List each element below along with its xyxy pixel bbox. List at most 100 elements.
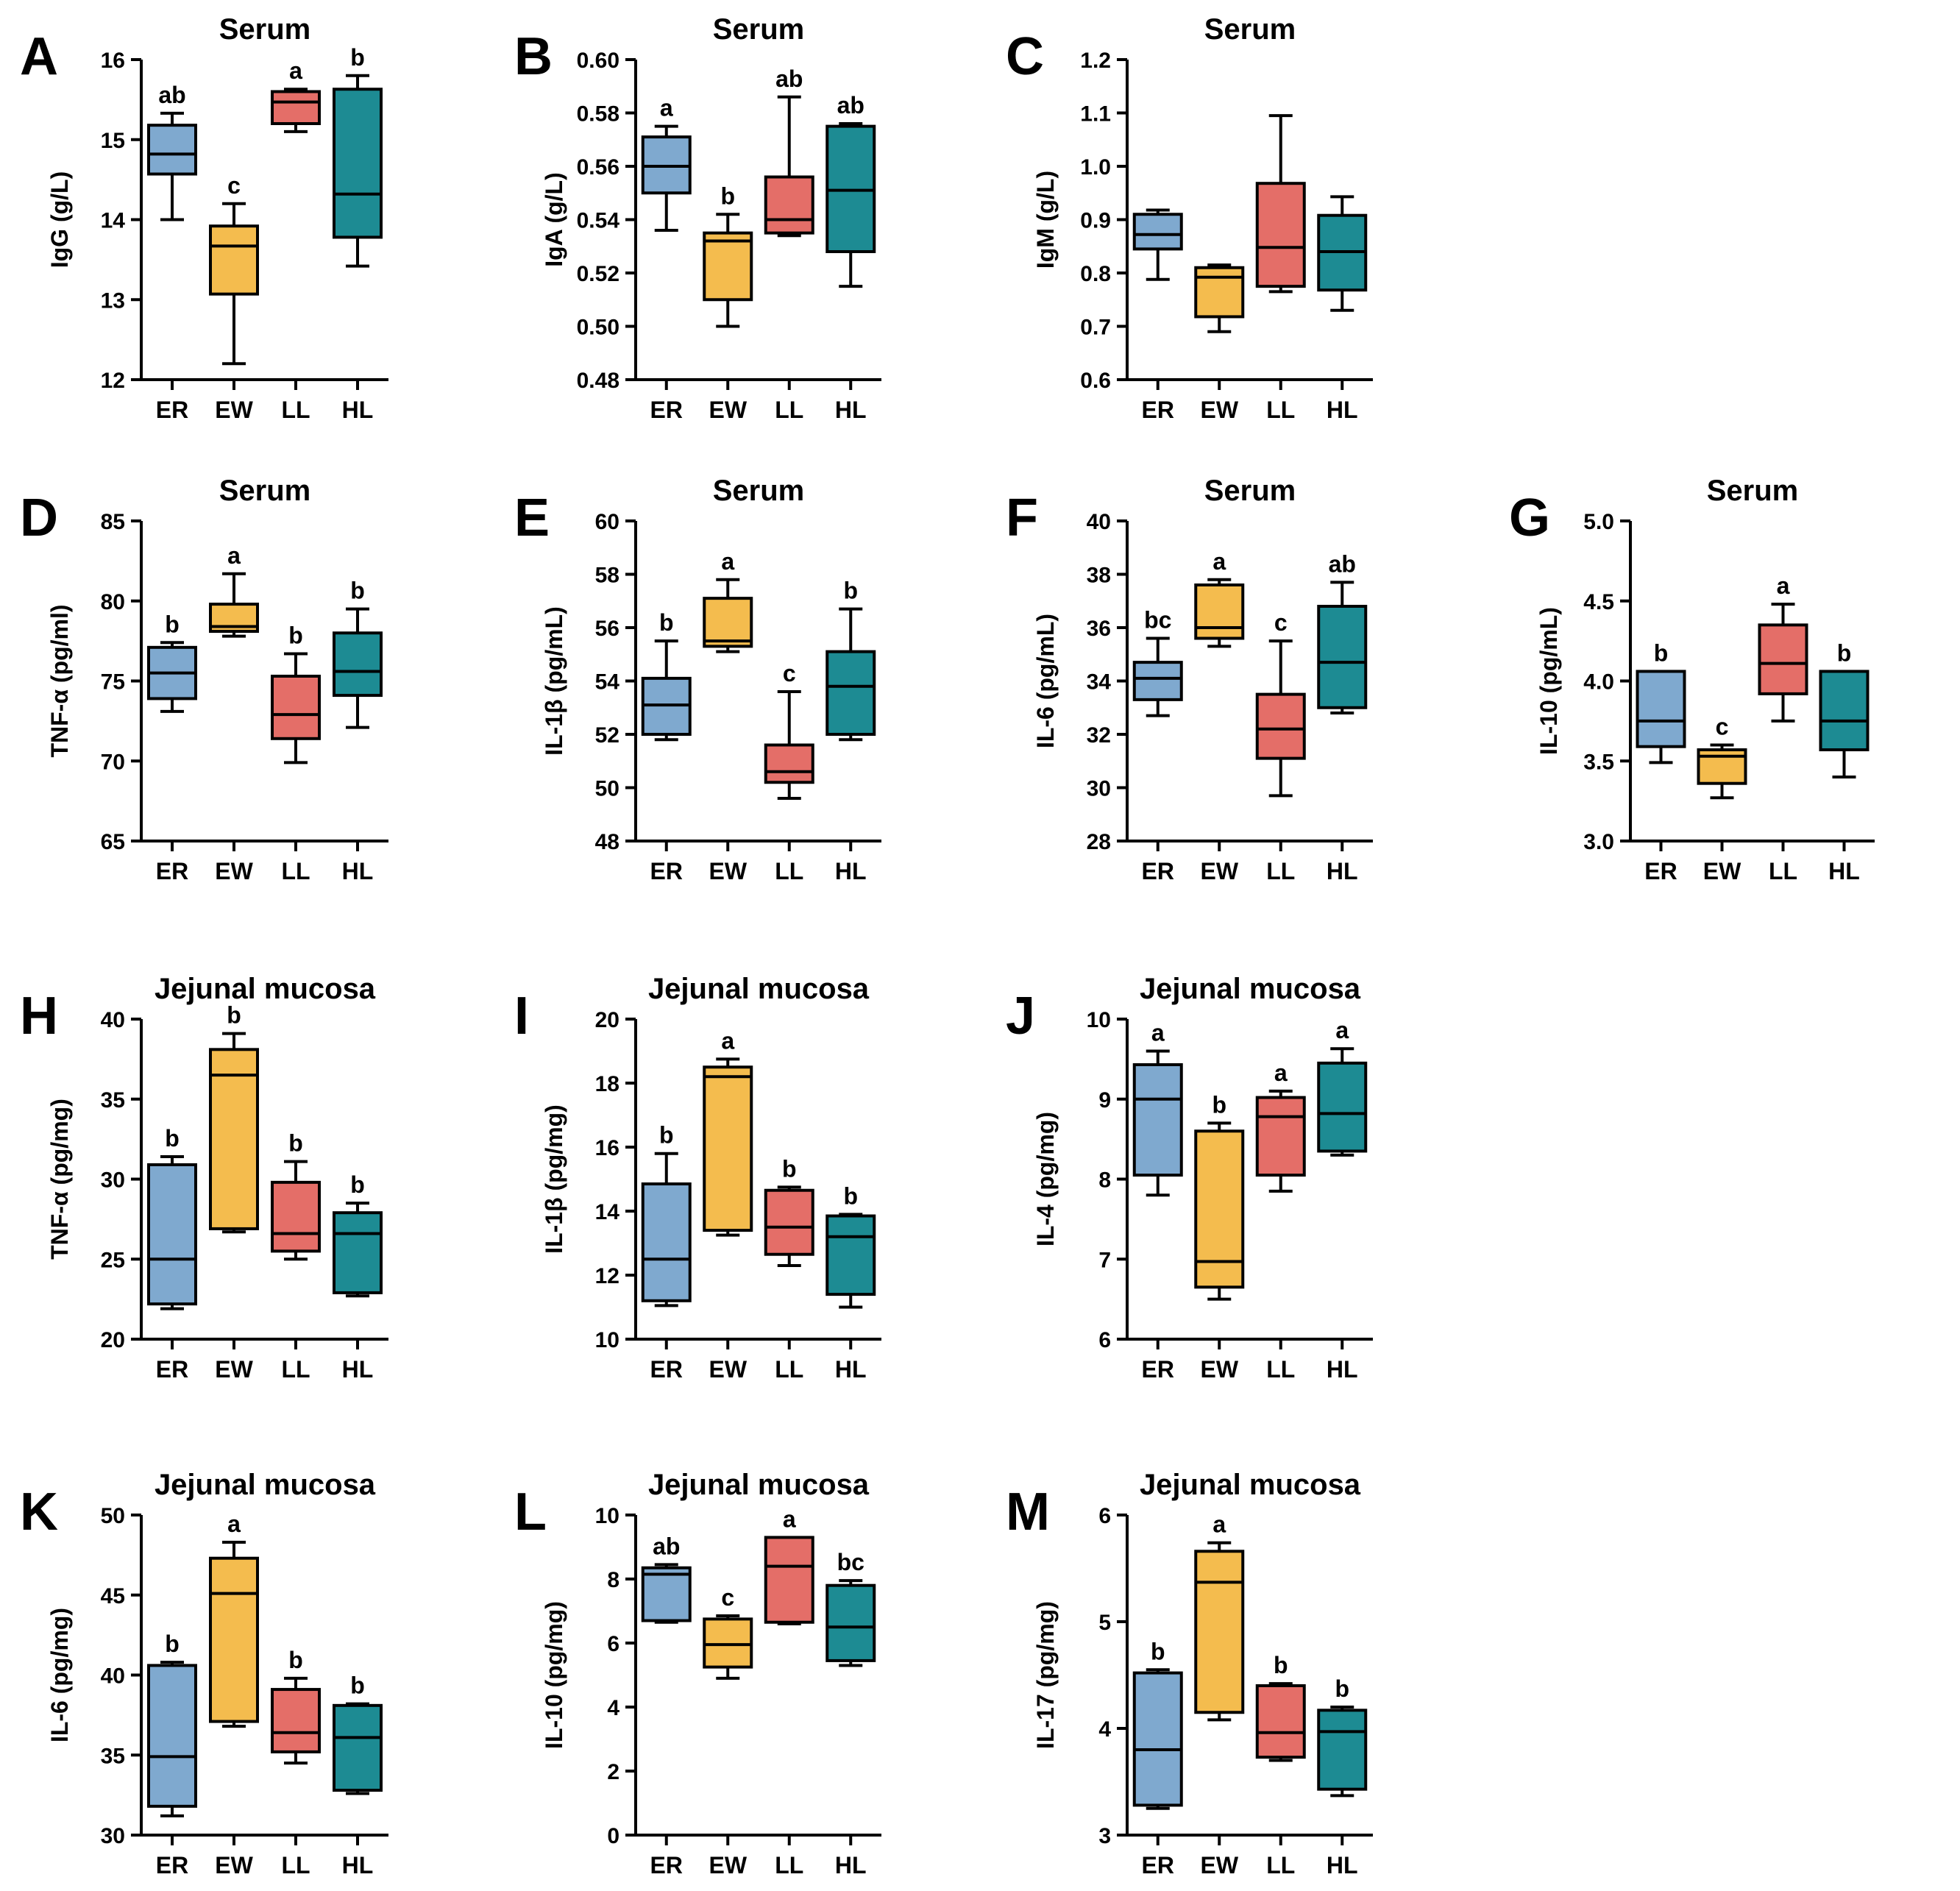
box-a-ew [209, 224, 259, 296]
box-k-ll [271, 1688, 321, 1753]
y-tick-label-g-2: 4.0 [1583, 670, 1614, 695]
panel-letter-a: A [20, 27, 58, 86]
y-tick-label-g-3: 4.5 [1583, 590, 1614, 614]
y-tick-label-d-2: 75 [101, 670, 125, 695]
y-tick-label-g-0: 3.0 [1583, 830, 1614, 854]
sig-label-g-er: b [1654, 639, 1669, 666]
box-i-er [641, 1182, 692, 1302]
box-h-ll [271, 1180, 321, 1253]
y-tick-label-c-1: 0.7 [1080, 316, 1111, 340]
sig-label-b-ew: b [720, 182, 735, 209]
sig-label-j-ll: a [1274, 1060, 1288, 1086]
y-tick-label-l-1: 2 [607, 1760, 619, 1784]
x-tick-label-k-er: ER [156, 1852, 188, 1878]
y-tick-label-i-4: 18 [595, 1072, 619, 1096]
y-tick-label-j-2: 8 [1098, 1168, 1111, 1193]
sig-label-g-ew: c [1716, 714, 1729, 740]
box-i-ll [764, 1188, 814, 1256]
box-m-ew [1194, 1550, 1245, 1714]
y-tick-label-b-6: 0.60 [577, 49, 619, 73]
box-g-ll [1758, 623, 1808, 695]
y-axis-label-h: TNF-α (pg/mg) [46, 1099, 73, 1260]
sig-label-d-ew: a [227, 542, 241, 569]
sig-label-l-ll: a [783, 1505, 796, 1532]
y-tick-label-a-0: 12 [101, 369, 125, 393]
panel-f: F Serum IL-6 (pg/mL) 28 30 32 34 36 38 40 ER EW LL HL… [1006, 475, 1373, 884]
sig-label-l-er: ab [653, 1533, 680, 1559]
x-tick-label-i-ew: EW [709, 1356, 747, 1383]
panel-title-f: Serum [1204, 475, 1296, 507]
panel-k: K Jejunal mucosa IL-6 (pg/mg) 30 35 40 45 50 ER E… [20, 1469, 388, 1878]
x-tick-label-f-er: ER [1142, 858, 1174, 884]
box-e-ll [764, 743, 814, 784]
x-tick-label-b-ew: EW [709, 397, 747, 423]
y-axis-label-d: TNF-α (pg/ml) [46, 604, 73, 757]
panel-j: J Jejunal mucosa IL-4 (pg/mg) 6 7 8 9 10 ER EW LL H… [1006, 973, 1373, 1383]
y-tick-label-e-6: 60 [595, 510, 619, 534]
x-tick-label-k-ll: LL [281, 1852, 310, 1878]
sig-label-h-ew: b [227, 1002, 241, 1029]
panel-m: M Jejunal mucosa IL-17 (pg/mg) 3 4 5 6 ER EW LL HL… [1006, 1469, 1373, 1878]
box-c-ll [1255, 182, 1306, 288]
x-tick-label-e-hl: HL [835, 858, 867, 884]
y-tick-label-d-1: 70 [101, 750, 125, 774]
x-tick-label-c-ew: EW [1200, 397, 1238, 423]
y-tick-label-a-1: 13 [101, 288, 125, 313]
sig-label-e-er: b [659, 609, 674, 636]
box-b-ew [703, 231, 753, 302]
panel-i: I Jejunal mucosa IL-1β (pg/mg) 10 12 14 16 18 20… [514, 973, 881, 1383]
panel-title-d: Serum [219, 475, 311, 507]
y-tick-label-k-1: 35 [101, 1744, 125, 1768]
panel-letter-l: L [514, 1483, 547, 1541]
panel-l: L Jejunal mucosa IL-10 (pg/mg) 0 2 4 6 8 10 ER EW L… [514, 1469, 881, 1878]
panel-letter-e: E [514, 489, 550, 547]
box-j-er [1132, 1062, 1183, 1177]
panel-letter-g: G [1509, 489, 1550, 547]
box-j-hl [1317, 1061, 1368, 1153]
box-m-er [1132, 1671, 1183, 1807]
y-tick-label-f-0: 28 [1087, 830, 1111, 854]
y-tick-label-b-2: 0.52 [577, 262, 619, 286]
x-tick-label-h-ew: EW [215, 1356, 253, 1383]
box-l-ew [703, 1617, 753, 1669]
sig-label-f-ew: a [1212, 548, 1226, 575]
x-tick-label-m-ll: LL [1266, 1852, 1295, 1878]
x-tick-label-e-ew: EW [709, 858, 747, 884]
box-j-ew [1194, 1129, 1245, 1289]
panel-title-a: Serum [219, 13, 311, 46]
x-tick-label-g-er: ER [1644, 858, 1677, 884]
x-tick-label-m-er: ER [1142, 1852, 1174, 1878]
y-axis-label-e: IL-1β (pg/mL) [541, 606, 567, 756]
sig-label-i-ew: a [721, 1027, 734, 1054]
x-tick-label-d-ew: EW [215, 858, 253, 884]
x-tick-label-g-ll: LL [1769, 858, 1797, 884]
y-tick-label-j-3: 9 [1098, 1088, 1111, 1113]
x-tick-label-k-ew: EW [215, 1852, 253, 1878]
sig-label-h-hl: b [350, 1171, 365, 1198]
x-tick-label-j-er: ER [1142, 1356, 1174, 1383]
x-tick-label-e-er: ER [650, 858, 683, 884]
box-l-er [641, 1566, 692, 1622]
y-tick-label-f-3: 34 [1087, 670, 1112, 695]
y-axis-label-b: IgA (g/L) [541, 172, 567, 267]
x-tick-label-j-ll: LL [1266, 1356, 1295, 1383]
box-a-hl [333, 88, 383, 239]
panel-title-l: Jejunal mucosa [648, 1469, 870, 1501]
x-tick-label-g-ew: EW [1703, 858, 1741, 884]
sig-label-a-ew: c [227, 172, 241, 199]
x-tick-label-d-er: ER [156, 858, 188, 884]
box-k-hl [333, 1703, 383, 1792]
y-tick-label-h-4: 40 [101, 1008, 125, 1032]
y-tick-label-h-2: 30 [101, 1168, 125, 1193]
x-tick-label-f-ll: LL [1266, 858, 1295, 884]
panel-letter-k: K [20, 1483, 58, 1541]
y-tick-label-m-1: 4 [1098, 1717, 1111, 1742]
y-axis-label-a: IgG (g/L) [46, 171, 73, 269]
y-tick-label-m-2: 5 [1098, 1611, 1111, 1635]
x-tick-label-h-er: ER [156, 1356, 188, 1383]
y-tick-label-f-6: 40 [1087, 510, 1111, 534]
panel-c: C Serum IgM (g/L) 0.6 0.7 0.8 0.9 1.0 1.1 1.2 ER EW… [1006, 13, 1373, 423]
sig-label-a-hl: b [350, 44, 365, 71]
x-tick-label-b-er: ER [650, 397, 683, 423]
